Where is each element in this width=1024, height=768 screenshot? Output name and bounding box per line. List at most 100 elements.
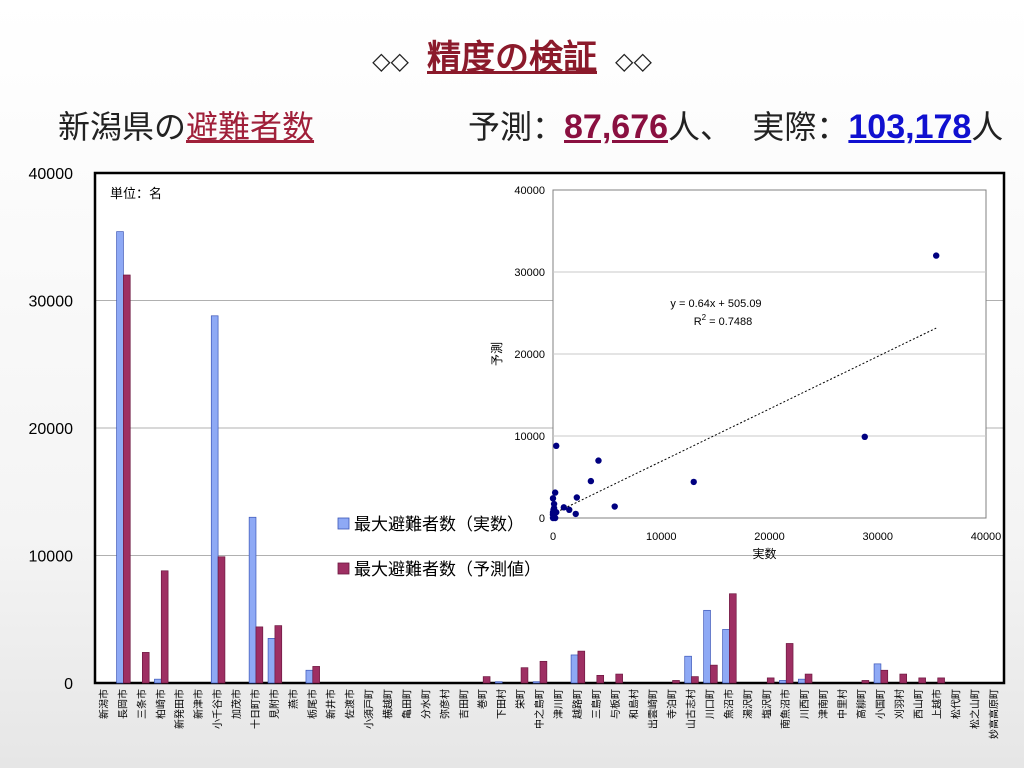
scatter-point [551,489,559,496]
bar-category-label: 高柳町 [855,689,868,719]
bar-category-label: 越路町 [571,689,584,719]
bar-predicted [482,676,491,684]
subtitle-right: 予測：87,676人、 実際：103,178人 [468,102,1003,148]
bar-category-label: 妙高高原町 [988,689,1001,739]
bar-ytick-label: 0 [64,676,73,693]
scatter-point [861,433,868,441]
bar-ytick-label: 40000 [29,166,74,183]
actual-label: 実際： [752,108,849,146]
bar-predicted [804,673,813,684]
bar-category-label: 見附市 [268,689,281,719]
bar-actual [797,678,806,684]
bar-predicted [861,680,870,684]
bar-actual [248,516,257,684]
scatter-ytick-label: 10000 [514,431,545,443]
bar-predicted [312,666,320,684]
scatter-xtick-label: 20000 [754,531,785,543]
bar-category-label: 佐渡市 [344,689,357,719]
subtitle-prefix: 新潟県の [58,108,187,146]
bar-category-label: 三島町 [590,689,603,719]
subtitle-highlight: 避難者数 [186,108,315,146]
scatter-point [587,477,595,485]
bar-category-label: 魚沼市 [722,689,735,719]
bar-actual [305,669,314,684]
bar-category-label: 新潟市 [97,689,110,719]
bar-actual [494,681,503,684]
bar-category-label: 川西町 [800,689,811,719]
slide-title: ◇◇ 精度の検証 ◇◇ [0,30,1024,79]
bar-category-label: 上越市 [931,689,944,719]
bar-category-label: 新津市 [192,689,205,719]
actual-unit: 人 [971,108,1004,146]
bar-ytick-label: 20000 [29,421,74,438]
bar-predicted [123,274,131,684]
bar-predicted [937,677,945,684]
bar-predicted [785,643,794,684]
scatter-xtick-label: 30000 [862,531,893,543]
bar-predicted [217,556,226,684]
bar-category-label: 弥彦村 [438,689,451,719]
bar-category-label: 横越町 [382,689,395,719]
bar-category-label: 小千谷市 [211,689,224,729]
scatter-point [611,503,618,510]
scatter-ytick-label: 20000 [514,349,545,361]
scatter-point [553,442,560,450]
bar-category-label: 寺泊町 [667,689,679,719]
bar-category-label: 小須戸町 [364,689,376,729]
bar-category-label: 栄町 [515,689,527,709]
bar-category-label: 塩沢町 [760,689,773,719]
bar-predicted [577,650,586,684]
bar-category-label: 津南町 [817,689,830,719]
trendline-equation: y = 0.64x + 505.09 [670,298,761,310]
scatter-xtick-label: 0 [550,531,556,543]
bar-actual [684,655,692,684]
bar-predicted [141,652,150,684]
pred-value: 87,676 [564,108,669,146]
scatter-xlabel: 実数 [752,546,776,561]
bar-category-label: 三条市 [135,689,148,719]
bar-category-label: 和島村 [628,689,641,719]
bar-category-label: 新井市 [325,689,338,719]
bar-category-label: 十日町市 [249,689,262,729]
actual-value: 103,178 [848,108,972,146]
bar-category-label: 津川町 [553,689,565,719]
legend-swatch-predicted [337,562,350,575]
scatter-ylabel: 予測 [490,342,504,366]
scatter-point [549,495,557,502]
bar-predicted [729,593,737,684]
bar-category-label: 中里村 [836,689,849,719]
bar-category-label: 湯沢町 [741,689,754,719]
bar-actual [570,654,579,684]
bar-predicted [539,660,548,684]
bar-category-label: 長岡市 [116,689,129,719]
bar-actual [873,663,882,684]
bar-category-label: 川口町 [705,689,716,719]
bar-category-label: 出雲崎町 [647,689,660,729]
bar-predicted [710,664,718,684]
bar-category-label: 西山町 [913,689,925,719]
bar-unit-note: 単位：名 [110,186,162,202]
bar-category-label: 松代町 [950,689,963,719]
scatter-point [550,513,558,520]
bar-category-label: 小国町 [875,689,887,719]
bar-category-label: 亀田町 [400,689,413,719]
bar-category-label: 加茂市 [230,689,243,719]
bar-category-label: 柏崎市 [154,689,167,719]
scatter-point [690,478,697,486]
bar-category-label: 分水町 [420,689,432,719]
scatter-point [572,510,579,518]
scatter-xtick-label: 40000 [971,531,1002,543]
bar-category-label: 吉田町 [458,689,470,719]
bar-predicted [615,673,623,684]
bar-ytick-label: 30000 [29,294,74,311]
pred-label: 予測： [468,108,565,146]
bar-actual [154,678,162,684]
title-text: 精度の検証 [427,38,597,78]
bar-predicted [596,674,605,684]
scatter-point [566,506,573,513]
scatter-point [595,457,602,464]
bar-category-label: 刈羽村 [893,689,906,719]
bar-category-label: 南魚沼市 [779,689,792,729]
scatter-ytick-label: 0 [539,513,545,525]
